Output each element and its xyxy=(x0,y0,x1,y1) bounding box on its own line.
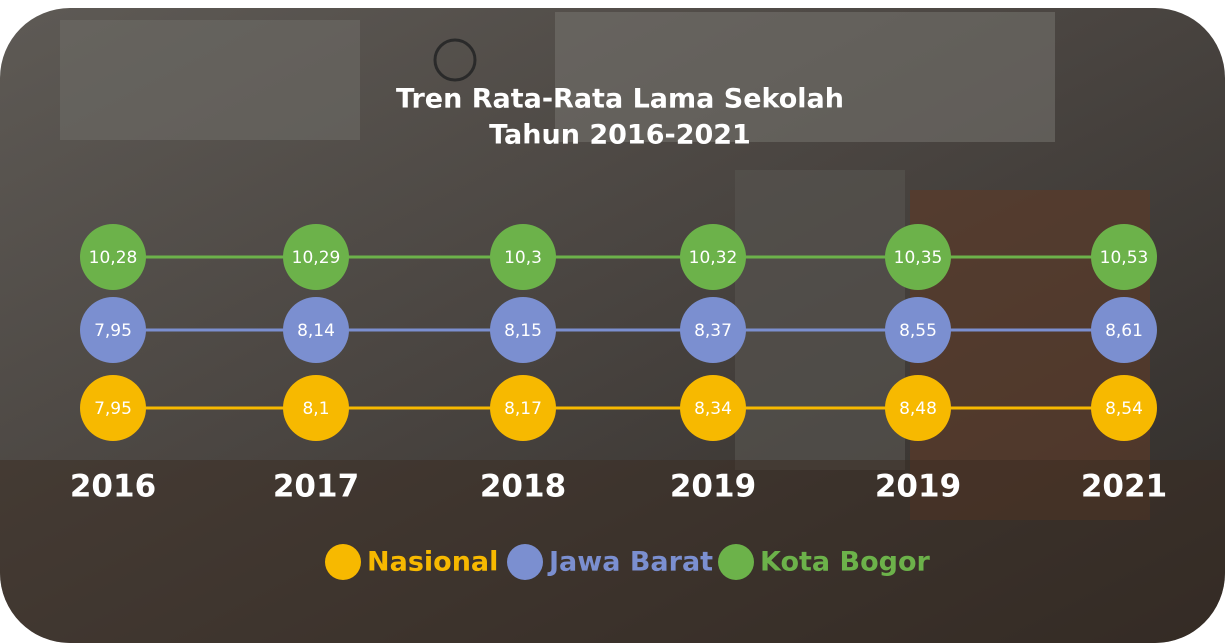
data-dot xyxy=(1091,297,1157,363)
value-label: 10,3 xyxy=(504,248,542,268)
value-label: 10,53 xyxy=(1100,248,1149,268)
value-label: 8,55 xyxy=(899,321,937,341)
value-label: 8,15 xyxy=(504,321,542,341)
year-label: 2018 xyxy=(480,469,566,505)
data-dot xyxy=(680,375,746,441)
year-label: 2021 xyxy=(1081,469,1167,505)
value-label: 8,37 xyxy=(694,321,732,341)
background xyxy=(0,8,1225,643)
year-label: 2017 xyxy=(273,469,359,505)
value-label: 8,17 xyxy=(504,399,542,419)
data-dot xyxy=(80,375,146,441)
legend-swatch xyxy=(325,544,361,580)
desks xyxy=(0,460,1225,643)
data-dot xyxy=(283,224,349,290)
data-dot xyxy=(490,224,556,290)
chart-subtitle: Tahun 2016-2021 xyxy=(489,120,751,151)
cabinet xyxy=(735,170,905,470)
legend-label: Kota Bogor xyxy=(760,547,931,578)
year-label: 2016 xyxy=(70,469,156,505)
window xyxy=(555,12,1055,142)
clock xyxy=(433,38,477,82)
window xyxy=(60,20,360,140)
legend-swatch xyxy=(718,544,754,580)
value-label: 8,14 xyxy=(297,321,335,341)
year-label: 2019 xyxy=(875,469,961,505)
data-dot xyxy=(885,297,951,363)
year-label: 2019 xyxy=(670,469,756,505)
legend-swatch xyxy=(507,544,543,580)
data-dot xyxy=(490,297,556,363)
legend-label: Jawa Barat xyxy=(547,547,713,578)
data-dot xyxy=(283,375,349,441)
value-label: 8,48 xyxy=(899,399,937,419)
data-dot xyxy=(1091,375,1157,441)
value-label: 10,35 xyxy=(894,248,943,268)
value-label: 10,32 xyxy=(689,248,738,268)
value-label: 10,29 xyxy=(292,248,341,268)
value-label: 8,54 xyxy=(1105,399,1143,419)
value-label: 8,34 xyxy=(694,399,732,419)
legend-label: Nasional xyxy=(367,547,498,578)
data-dot xyxy=(490,375,556,441)
value-label: 7,95 xyxy=(94,321,132,341)
data-dot xyxy=(885,375,951,441)
value-label: 10,28 xyxy=(89,248,138,268)
data-dot xyxy=(1091,224,1157,290)
data-dot xyxy=(680,297,746,363)
data-dot xyxy=(283,297,349,363)
data-dot xyxy=(680,224,746,290)
data-dot xyxy=(80,224,146,290)
value-label: 8,1 xyxy=(302,399,329,419)
chart-title: Tren Rata-Rata Lama Sekolah xyxy=(396,84,844,115)
value-label: 8,61 xyxy=(1105,321,1143,341)
value-label: 7,95 xyxy=(94,399,132,419)
data-dot xyxy=(80,297,146,363)
data-dot xyxy=(885,224,951,290)
